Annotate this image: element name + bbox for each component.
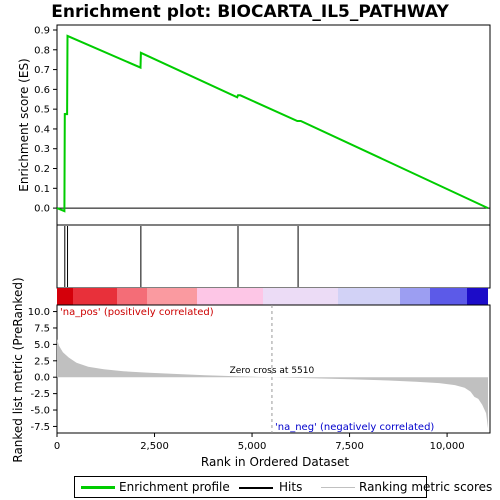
- hits-panel: [56, 224, 491, 289]
- colorbar-segment: [57, 288, 73, 305]
- colorbar-segment: [467, 288, 488, 305]
- x-tick-label: 0: [54, 441, 60, 452]
- es-y-tick-label: 0.1: [34, 184, 50, 195]
- es-profile-line: [56, 34, 489, 213]
- legend: Enrichment profile Hits Ranking metric s…: [74, 476, 492, 498]
- es-panel: [56, 24, 491, 226]
- legend-swatch-ranking: [321, 487, 355, 488]
- es-y-tick-label: 0.2: [34, 164, 50, 175]
- x-tick-label: 5,000: [238, 441, 267, 452]
- colorbar-segment: [430, 288, 467, 305]
- colorbar-segment: [117, 288, 147, 305]
- ranked-y-tick-label: -5.0: [30, 406, 50, 417]
- es-y-tick-label: 0.8: [34, 45, 50, 56]
- x-axis-label: Rank in Ordered Dataset: [201, 455, 349, 469]
- ranked-y-ticks: 10.0 7.5 5.0 2.5 0.0 -2.5 -5.0 -7.5: [28, 307, 57, 433]
- es-y-tick-label: 0.9: [34, 26, 50, 37]
- rank-colorbar: [57, 288, 488, 305]
- es-y-tick-label: 0.7: [34, 65, 50, 76]
- ranked-y-tick-label: 10.0: [28, 307, 50, 318]
- es-y-tick-label: 0.0: [34, 204, 50, 215]
- ranked-y-tick-label: 7.5: [34, 323, 50, 334]
- pos-correlated-label: 'na_pos' (positively correlated): [60, 307, 214, 318]
- zero-cross-label: Zero cross at 5510: [230, 366, 315, 376]
- legend-swatch-enrichment: [81, 486, 115, 489]
- chart-title: Enrichment plot: BIOCARTA_IL5_PATHWAY: [51, 2, 449, 22]
- x-tick-label: 10,000: [430, 441, 465, 452]
- es-y-tick-label: 0.3: [34, 144, 50, 155]
- colorbar-segment: [73, 288, 117, 305]
- colorbar-segment: [400, 288, 430, 305]
- ranked-y-tick-label: 5.0: [34, 340, 50, 351]
- legend-hits: Hits: [279, 480, 303, 494]
- es-y-axis-label: Enrichment score (ES): [17, 58, 31, 191]
- ranked-y-tick-label: -2.5: [30, 389, 50, 400]
- legend-enrichment-profile: Enrichment profile: [119, 480, 230, 494]
- colorbar-segment: [147, 288, 197, 305]
- ranked-y-tick-label: 2.5: [34, 356, 50, 367]
- es-y-ticks: 0.0 0.1 0.2 0.3 0.4 0.5 0.6 0.7 0.8 0.9: [34, 26, 57, 215]
- ranked-y-axis-label: Ranked list metric (PreRanked): [11, 277, 25, 462]
- x-tick-label: 2,500: [140, 441, 169, 452]
- colorbar-segment: [263, 288, 338, 305]
- es-y-tick-label: 0.5: [34, 105, 50, 116]
- ranked-panel: [56, 304, 491, 434]
- es-y-tick-label: 0.4: [34, 124, 50, 135]
- ranked-y-tick-label: -7.5: [30, 422, 50, 433]
- neg-correlated-label: 'na_neg' (negatively correlated): [275, 422, 434, 433]
- x-ticks: 0 2,500 5,000 7,500 10,000: [54, 433, 465, 452]
- es-y-tick-label: 0.6: [34, 85, 50, 96]
- colorbar-segment: [197, 288, 263, 305]
- ranked-y-tick-label: 0.0: [34, 373, 50, 384]
- legend-swatch-hits: [239, 487, 273, 489]
- x-tick-label: 7,500: [335, 441, 364, 452]
- hit-marks: [64, 226, 299, 287]
- legend-ranking-metric: Ranking metric scores: [359, 480, 493, 494]
- colorbar-segment: [338, 288, 400, 305]
